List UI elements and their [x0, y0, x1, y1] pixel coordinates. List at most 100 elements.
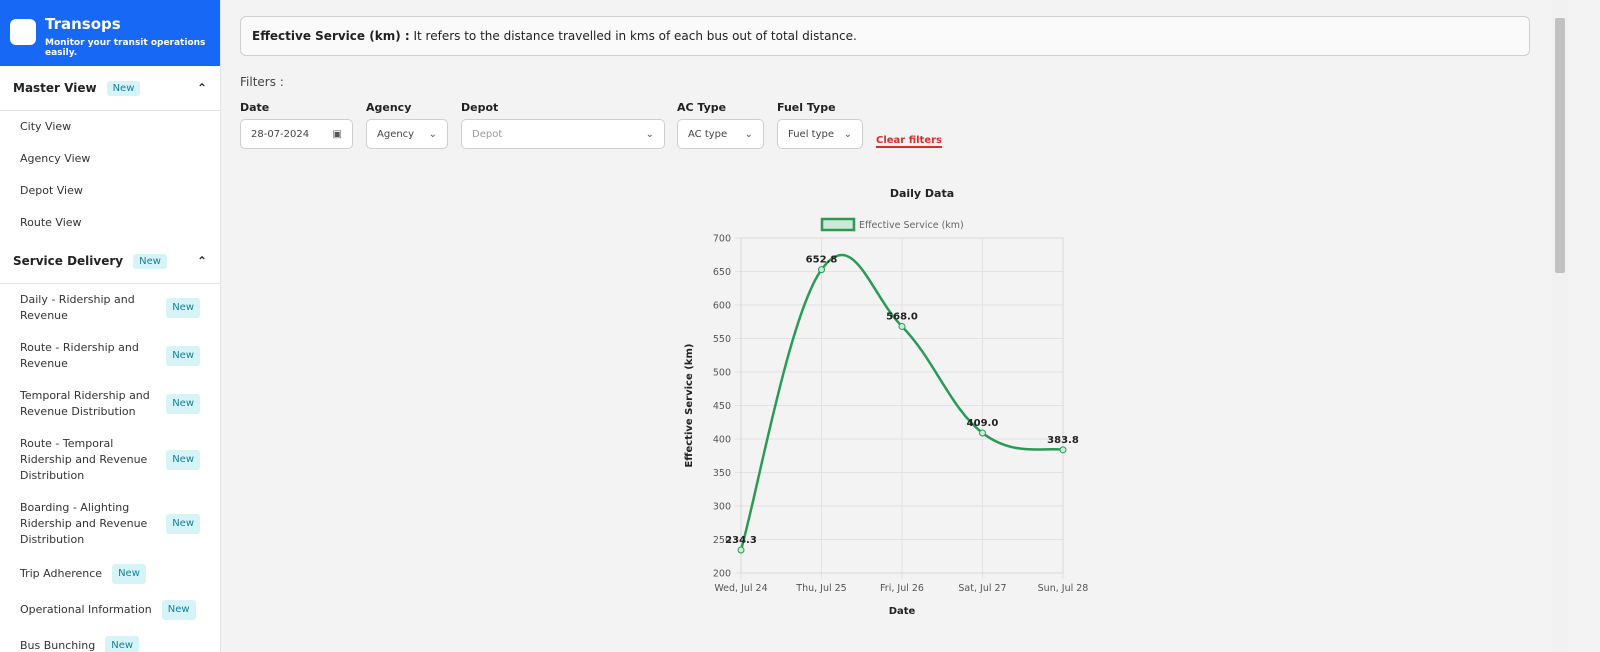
section-header[interactable]: Master View New ⌃: [0, 66, 220, 111]
data-label: 568.0: [886, 311, 918, 322]
filter-field: Fuel Type Fuel type ⌄: [777, 101, 863, 149]
section-header[interactable]: Service Delivery New ⌃: [0, 239, 220, 284]
nav-label: Boarding - Alighting Ridership and Reven…: [20, 501, 148, 546]
scroll-thumb[interactable]: [1555, 18, 1565, 273]
filter-field: Depot Depot ⌄: [461, 101, 665, 149]
clear-filters[interactable]: Clear filters: [876, 135, 942, 148]
dropdown-arrow: ⌄: [843, 128, 852, 140]
scrollbar[interactable]: [1552, 0, 1568, 652]
filter-field: Agency Agency ⌄: [366, 101, 448, 149]
info-term: Effective Service (km) :: [252, 29, 410, 43]
badge: New: [161, 600, 196, 620]
info-box: Effective Service (km) : It refers to th…: [240, 16, 1530, 56]
nav-item[interactable]: Temporal Ridership and Revenue Distribut…: [0, 380, 220, 428]
filters-title: Filters :: [240, 75, 284, 89]
filter-input[interactable]: Fuel type ⌄: [777, 119, 863, 149]
x-tick-label: Sat, Jul 27: [958, 583, 1006, 594]
filter-input[interactable]: AC type ⌄: [677, 119, 764, 149]
filter-input[interactable]: Agency ⌄: [366, 119, 448, 149]
nav-label: City View: [20, 120, 72, 133]
nav-item[interactable]: Route - Ridership and Revenue New: [0, 332, 220, 380]
data-label: 383.8: [1047, 435, 1079, 446]
badge: New: [166, 298, 200, 318]
x-tick-label: Wed, Jul 24: [714, 583, 767, 594]
y-tick-label: 600: [713, 301, 731, 312]
filter-input[interactable]: 28-07-2024 ▣: [240, 119, 353, 149]
filter-value: Fuel type: [788, 128, 834, 140]
data-label: 409.0: [967, 418, 999, 429]
nav: Master View New ⌃ City View Agency View Depot…: [0, 66, 220, 652]
dropdown-arrow: ⌄: [645, 128, 654, 140]
nav-item[interactable]: Agency View: [0, 143, 220, 175]
nav-label: Operational Information: [20, 603, 152, 616]
y-tick-label: 400: [713, 435, 731, 446]
filter-label: Depot: [461, 101, 499, 114]
nav-label: Trip Adherence: [20, 567, 103, 580]
chevron: ⌃: [196, 81, 207, 95]
badge: New: [166, 394, 200, 414]
nav-label: Route - Ridership and Revenue: [20, 341, 139, 370]
legend-swatch: [820, 217, 856, 232]
y-tick-label: 450: [713, 401, 731, 412]
nav-label: Temporal Ridership and Revenue Distribut…: [20, 389, 150, 418]
nav-label: Bus Bunching: [20, 639, 96, 652]
nav-item[interactable]: Bus Bunching New: [0, 628, 220, 652]
x-tick-label: Sun, Jul 28: [1038, 583, 1089, 594]
nav-item[interactable]: Route View: [0, 207, 220, 239]
nav-item[interactable]: Route - Temporal Ridership and Revenue D…: [0, 428, 220, 492]
point: [979, 429, 986, 437]
dropdown-arrow: ▣: [332, 128, 342, 140]
dropdown-arrow: ⌄: [744, 128, 753, 140]
info-text: It refers to the distance travelled in k…: [413, 29, 857, 43]
y-tick-label: 250: [713, 535, 731, 546]
nav-item[interactable]: Boarding - Alighting Ridership and Reven…: [0, 492, 220, 556]
y-axis-title: Effective Service (km): [684, 344, 695, 468]
badge: New: [166, 346, 200, 366]
nav-label: Route View: [20, 216, 82, 229]
point: [1059, 446, 1067, 454]
badge: New: [106, 80, 141, 96]
filter-input[interactable]: Depot ⌄: [461, 119, 665, 149]
filter-value: AC type: [688, 128, 728, 140]
point: [737, 546, 745, 554]
tagline: Monitor your transit operations easily.: [45, 38, 206, 58]
badge: New: [112, 564, 146, 584]
brand: Transops Monitor your transit operations…: [0, 0, 220, 66]
main: Effective Service (km) : It refers to th…: [221, 0, 1552, 652]
y-tick-label: 700: [713, 234, 731, 245]
point: [898, 322, 906, 330]
chevron: ⌃: [196, 254, 207, 268]
nav-item[interactable]: City View: [0, 111, 220, 143]
chart: Daily Data Date Effective Service (km) 200 2…: [684, 187, 1089, 617]
plot-border: [740, 237, 1064, 574]
nav-item[interactable]: Trip Adherence New: [0, 556, 220, 592]
section-title: Service Delivery: [13, 254, 124, 268]
data-label: 652.8: [806, 255, 838, 266]
data-label: 234.3: [725, 535, 757, 546]
y-tick-label: 550: [713, 334, 731, 345]
filter-field: AC Type AC type ⌄: [677, 101, 764, 149]
badge: New: [133, 253, 167, 269]
nav-label: Daily - Ridership and Revenue: [20, 293, 135, 322]
brand-name: Transops: [45, 15, 121, 33]
section-title: Master View: [13, 81, 97, 95]
point: [818, 266, 825, 274]
dropdown-arrow: ⌄: [428, 128, 437, 140]
line: [739, 253, 1064, 551]
sidebar: Transops Monitor your transit operations…: [0, 0, 221, 652]
x-axis-title: Date: [889, 606, 916, 617]
nav-label: Depot View: [20, 184, 83, 197]
logo: [10, 19, 36, 45]
badge: New: [166, 450, 200, 470]
y-tick-label: 650: [713, 267, 731, 278]
badge: New: [166, 514, 200, 534]
nav-item[interactable]: Operational Information New: [0, 592, 220, 628]
nav-item[interactable]: Depot View: [0, 175, 220, 207]
y-tick-label: 300: [713, 502, 731, 513]
nav-item[interactable]: Daily - Ridership and Revenue New: [0, 284, 220, 332]
filter-label: Agency: [366, 101, 412, 114]
y-tick-label: 200: [713, 569, 731, 580]
legend-label: Effective Service (km): [859, 220, 964, 231]
x-tick-label: Fri, Jul 26: [880, 583, 924, 594]
